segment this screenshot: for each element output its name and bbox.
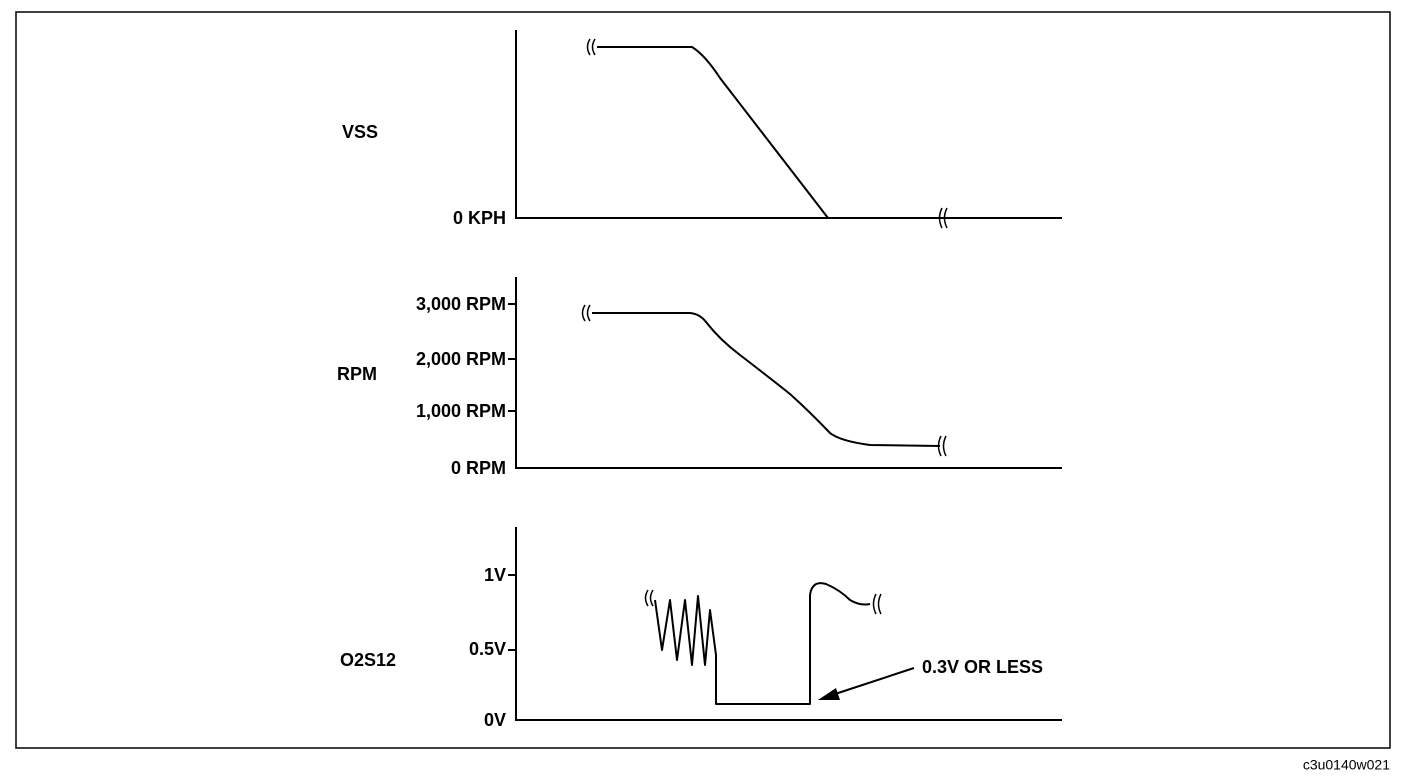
- curve: [592, 312, 941, 447]
- axis: [508, 527, 1062, 721]
- tick-label: 3,000 RPM: [416, 294, 506, 314]
- break-mark: [586, 38, 596, 56]
- axis: [515, 30, 1062, 219]
- break-mark: [581, 304, 591, 322]
- figure-id: c3u0140w021: [1303, 757, 1390, 773]
- tick-label: 1V: [484, 565, 506, 585]
- frame: [15, 11, 1391, 749]
- tick-label: 0 KPH: [453, 208, 506, 228]
- panel-label: VSS: [342, 122, 378, 142]
- curve: [597, 46, 829, 219]
- tick-label: 1,000 RPM: [416, 401, 506, 421]
- break-mark: [938, 207, 948, 229]
- break-mark: [937, 435, 947, 457]
- axis: [508, 277, 1062, 469]
- annotation: 0.3V OR LESS: [922, 657, 1043, 677]
- arrow-line: [831, 667, 915, 696]
- panel-label: RPM: [337, 364, 377, 384]
- break-mark: [872, 593, 882, 615]
- arrow-head: [818, 688, 840, 700]
- tick-label: 0.5V: [469, 639, 506, 659]
- curve: [654, 582, 871, 705]
- tick-label: 0V: [484, 710, 506, 730]
- break-mark: [644, 589, 654, 607]
- tick-label: 2,000 RPM: [416, 349, 506, 369]
- tick-label: 0 RPM: [451, 458, 506, 478]
- panel-label: O2S12: [340, 650, 396, 670]
